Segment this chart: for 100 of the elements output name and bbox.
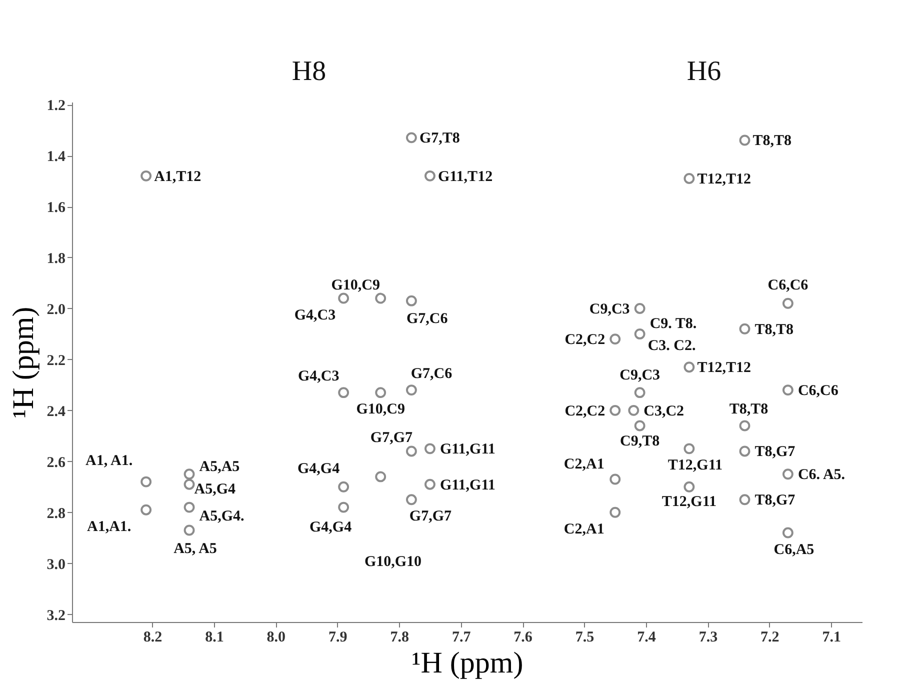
annotation: C9,T8 xyxy=(620,434,660,450)
point xyxy=(782,298,794,309)
annotation: C6. A5. xyxy=(798,467,846,484)
y-tick-label: 1.4 xyxy=(46,149,66,166)
annotation: C3. C2. xyxy=(648,338,696,354)
annotation: G4,G4 xyxy=(298,460,340,477)
x-tick-label: 7.6 xyxy=(514,630,533,646)
y-tick-label: 1.6 xyxy=(46,200,66,216)
annotation: G7,C6 xyxy=(406,310,448,327)
text: H8 xyxy=(292,56,326,87)
point xyxy=(739,134,750,146)
point xyxy=(406,446,417,457)
x-tick-label: 7.1 xyxy=(822,630,842,646)
y-tick-label: 2.0 xyxy=(46,302,66,318)
point xyxy=(782,527,794,538)
y-tick-label: 2.2 xyxy=(46,352,66,369)
annotation: G7,C6 xyxy=(410,366,453,382)
point xyxy=(424,170,436,182)
point xyxy=(406,132,417,144)
annotation: G4,G4 xyxy=(310,519,352,536)
y-tick-label: 2.6 xyxy=(46,454,66,471)
x-tick-label: 8.1 xyxy=(205,630,224,646)
point xyxy=(610,506,621,518)
point xyxy=(634,328,646,340)
annotation: T12,T12 xyxy=(697,171,751,188)
annotation: G4,C3 xyxy=(298,368,340,385)
point xyxy=(684,173,695,184)
annotation: A5, A5 xyxy=(174,541,217,558)
point xyxy=(684,481,695,492)
y-tick-label: 3.0 xyxy=(46,556,66,573)
annotation: T12,G11 xyxy=(668,458,722,474)
y-axis-title: ¹H (ppm) xyxy=(6,306,40,418)
annotation: T8,T8 xyxy=(729,402,768,418)
point xyxy=(610,334,621,345)
annotation: C6,C6 xyxy=(798,383,839,400)
point xyxy=(140,170,152,182)
point xyxy=(338,387,350,398)
annotation: G10,C9 xyxy=(331,277,380,294)
annotation: C9,C3 xyxy=(620,368,660,384)
annotation: A5,G4. xyxy=(199,508,245,524)
annotation: T12,G11 xyxy=(662,494,716,510)
x-tick-label: 7.5 xyxy=(575,630,594,646)
point xyxy=(184,502,195,513)
annotation: T8,G7 xyxy=(754,492,796,509)
annotation: G10,G10 xyxy=(364,554,422,570)
annotation: T8,G7 xyxy=(754,444,796,460)
point xyxy=(338,502,350,513)
annotation: C2,A1 xyxy=(564,456,604,472)
annotation: C9. T8. xyxy=(650,316,697,332)
annotation: C6,A5 xyxy=(774,542,814,558)
y-tick-label: 1.2 xyxy=(46,98,66,114)
point xyxy=(338,292,350,304)
annotation: A1, A1. xyxy=(86,452,133,469)
annotation: G4,C3 xyxy=(294,307,336,324)
point xyxy=(140,476,152,488)
annotation: A5,G4 xyxy=(194,481,236,498)
annotation: C2,C2 xyxy=(564,332,606,348)
point xyxy=(628,404,640,416)
point xyxy=(406,384,417,396)
point xyxy=(184,524,195,536)
annotation: G11,T12 xyxy=(438,168,493,185)
annotation: A5,A5 xyxy=(199,459,240,476)
annotation: T12,T12 xyxy=(697,360,751,376)
point xyxy=(140,504,152,516)
text: H6 xyxy=(686,56,722,87)
point xyxy=(634,420,646,432)
point xyxy=(375,471,386,482)
point xyxy=(406,494,417,506)
point xyxy=(739,323,750,334)
point xyxy=(338,481,350,492)
x-tick-label: 7.3 xyxy=(698,630,718,646)
y-tick-label: 3.2 xyxy=(46,608,66,624)
y-tick-label: 1.8 xyxy=(46,250,66,267)
point xyxy=(610,404,621,416)
x-tick-label: 7.9 xyxy=(328,630,348,646)
point xyxy=(610,474,621,485)
x-tick-label: 7.7 xyxy=(452,630,472,646)
x-tick-label: 7.8 xyxy=(390,630,409,646)
point xyxy=(684,443,695,454)
x-tick-label: 7.2 xyxy=(760,630,780,646)
annotation: A1,T12 xyxy=(154,168,202,185)
point xyxy=(739,446,750,457)
point xyxy=(634,387,646,398)
y-tick-label: 2.8 xyxy=(46,506,66,522)
annotation: C6,C6 xyxy=(768,277,809,294)
point xyxy=(739,494,750,506)
annotation: C2,C2 xyxy=(564,403,606,420)
annotation: G11,G11 xyxy=(440,477,496,494)
point xyxy=(782,468,794,480)
annotation: G7,G7 xyxy=(370,430,413,446)
annotation: G7,T8 xyxy=(419,130,460,147)
point xyxy=(634,303,646,314)
point xyxy=(684,362,695,373)
annotation: T8,T8 xyxy=(754,322,794,338)
point xyxy=(184,468,195,480)
annotation: G11,G11 xyxy=(440,442,496,458)
annotation: C3,C2 xyxy=(644,403,684,420)
x-tick-label: 8.2 xyxy=(143,630,162,646)
point xyxy=(739,420,750,432)
x-axis-title: ¹H (ppm) xyxy=(412,646,524,680)
